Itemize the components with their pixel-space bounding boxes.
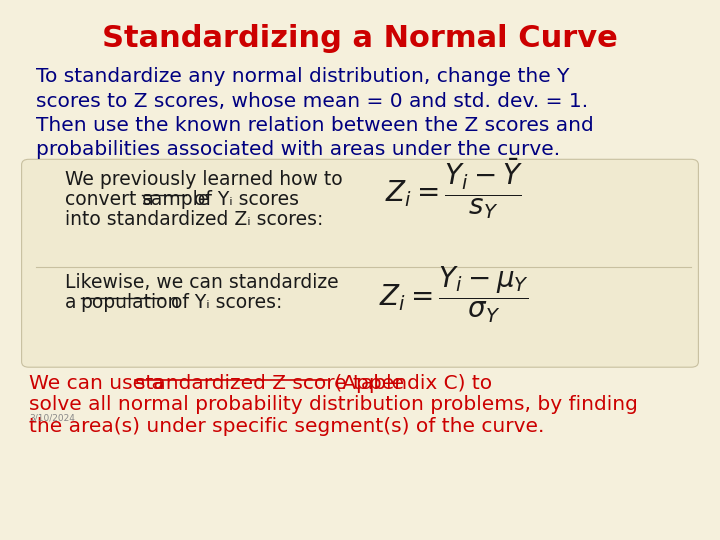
Text: a: a bbox=[65, 293, 82, 312]
Text: $Z_i = \dfrac{Y_i - \bar{Y}}{s_Y}$: $Z_i = \dfrac{Y_i - \bar{Y}}{s_Y}$ bbox=[384, 157, 523, 221]
Text: solve all normal probability distribution problems, by finding: solve all normal probability distributio… bbox=[29, 395, 638, 414]
Text: convert a: convert a bbox=[65, 190, 160, 209]
Text: sample: sample bbox=[142, 190, 210, 209]
Text: To standardize any normal distribution, change the Y
scores to Z scores, whose m: To standardize any normal distribution, … bbox=[36, 68, 594, 159]
Text: $Z_i = \dfrac{Y_i - \mu_Y}{\sigma_Y}$: $Z_i = \dfrac{Y_i - \mu_Y}{\sigma_Y}$ bbox=[379, 264, 528, 325]
Text: We can use a: We can use a bbox=[29, 374, 170, 393]
Text: of Yᵢ scores: of Yᵢ scores bbox=[188, 190, 299, 209]
Text: 3/10/2024: 3/10/2024 bbox=[29, 414, 75, 423]
Text: population: population bbox=[81, 293, 180, 312]
FancyBboxPatch shape bbox=[22, 159, 698, 367]
Text: the area(s) under specific segment(s) of the curve.: the area(s) under specific segment(s) of… bbox=[29, 417, 544, 436]
Text: Likewise, we can standardize: Likewise, we can standardize bbox=[65, 273, 338, 292]
Text: (Appendix C) to: (Appendix C) to bbox=[328, 374, 492, 393]
Text: of Yᵢ scores:: of Yᵢ scores: bbox=[165, 293, 282, 312]
Text: into standardized Zᵢ scores:: into standardized Zᵢ scores: bbox=[65, 210, 323, 229]
Text: We previously learned how to: We previously learned how to bbox=[65, 170, 343, 189]
Text: standardized Z score table: standardized Z score table bbox=[135, 374, 405, 393]
Text: Standardizing a Normal Curve: Standardizing a Normal Curve bbox=[102, 24, 618, 53]
